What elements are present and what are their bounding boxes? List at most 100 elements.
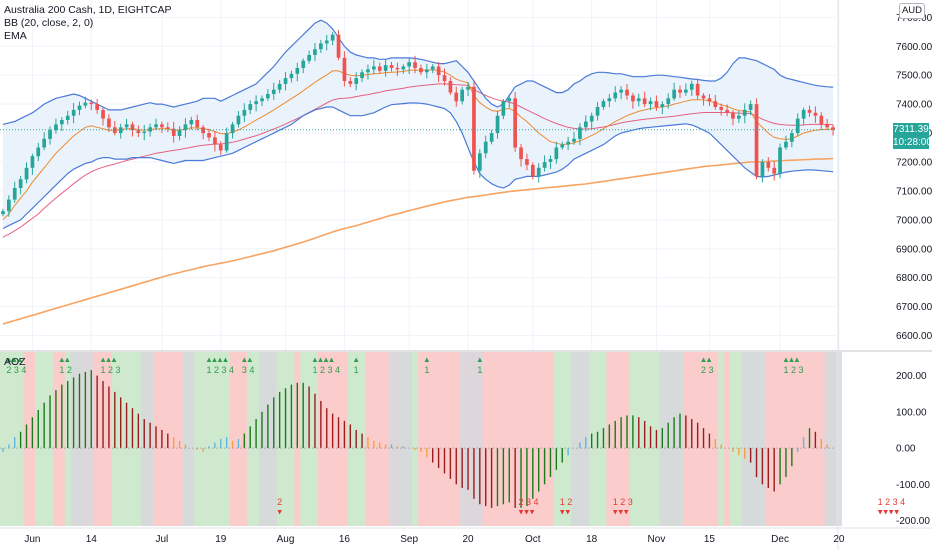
candle — [819, 112, 824, 130]
candle-body — [413, 62, 417, 68]
candle — [30, 153, 35, 175]
candle-body — [578, 127, 582, 139]
marker-up-triangle — [424, 357, 430, 362]
candle-body — [778, 147, 782, 174]
price-tick-label: 7500.00 — [896, 71, 932, 82]
candle-body — [7, 199, 11, 212]
candle-body — [819, 115, 824, 125]
candle-body — [183, 124, 188, 131]
candle-body — [513, 98, 517, 148]
zone-band — [529, 352, 537, 526]
candle — [607, 94, 612, 108]
time-tick-label: 16 — [339, 534, 351, 545]
zone-band — [176, 352, 183, 526]
time-tick-label: 15 — [704, 534, 716, 545]
candle — [578, 123, 582, 146]
time-tick-label: Jun — [24, 534, 40, 545]
marker-up-triangle — [353, 357, 359, 362]
candle-body — [489, 133, 494, 142]
candle — [766, 157, 771, 172]
candle — [701, 93, 706, 106]
time-tick-label: Dec — [771, 534, 789, 545]
candle-body — [324, 40, 329, 44]
zone-band — [494, 352, 501, 526]
candle-body — [436, 66, 441, 76]
candle — [236, 111, 241, 128]
candle-body — [695, 83, 700, 96]
zone-band-neutral — [824, 352, 842, 526]
candle — [548, 155, 553, 169]
marker-up-label: 1 2 — [59, 365, 72, 375]
marker-down-triangle — [888, 510, 894, 515]
candle-body — [207, 133, 211, 138]
oscillator-tick-label: 100.00 — [896, 407, 927, 418]
candle-body — [737, 115, 741, 119]
candle-body — [442, 75, 447, 81]
marker-down-triangle — [612, 510, 618, 515]
marker-up-triangle — [312, 357, 318, 362]
candle — [436, 61, 441, 83]
time-tick-label: 20 — [833, 534, 845, 545]
candle-body — [448, 81, 453, 93]
candle — [542, 155, 547, 172]
candle — [201, 124, 205, 140]
candle-body — [672, 89, 676, 99]
candle-body — [254, 101, 258, 105]
marker-up-triangle — [783, 357, 789, 362]
zone-band-neutral — [659, 352, 683, 526]
candle — [142, 124, 147, 141]
zone-band — [429, 352, 437, 526]
candle-body — [83, 102, 88, 106]
time-tick-label: Aug — [277, 534, 295, 545]
currency-badge[interactable]: AUD — [899, 3, 925, 19]
candle-body — [30, 156, 35, 168]
candle-body — [536, 167, 541, 177]
candle — [666, 93, 671, 109]
candle — [260, 95, 264, 107]
candle — [7, 195, 11, 217]
candle-body — [366, 69, 370, 73]
candle-body — [401, 66, 406, 70]
marker-down-label: 1 2 — [560, 497, 573, 507]
symbol-title: Australia 200 Cash, 1D, EIGHTCAP — [4, 4, 172, 16]
candle — [678, 85, 682, 99]
candle-body — [130, 124, 135, 131]
candle — [731, 110, 735, 126]
candle-body — [389, 65, 394, 68]
candle — [330, 32, 335, 46]
candle — [754, 98, 759, 180]
candle — [195, 114, 200, 131]
bollinger-band-fill — [2, 20, 834, 229]
candle-body — [354, 78, 359, 84]
candle-body — [295, 68, 300, 74]
zone-band — [724, 352, 731, 526]
candle-body — [478, 153, 482, 171]
candle-body — [65, 115, 70, 120]
current-price-value: 7311.39 — [893, 124, 929, 135]
candle-body — [171, 128, 176, 136]
candle-body — [519, 147, 523, 160]
candle-body — [77, 105, 82, 110]
candle-body — [195, 120, 200, 128]
candle — [566, 136, 570, 151]
candle-body — [377, 66, 382, 71]
candle — [501, 98, 506, 120]
candle — [513, 91, 517, 152]
candle-body — [731, 112, 735, 119]
candle-body — [813, 112, 818, 116]
candle — [778, 143, 782, 179]
bb-legend: BB (20, close, 2, 0) — [4, 17, 94, 29]
candle-body — [107, 118, 111, 128]
candle — [595, 101, 600, 121]
zone-band — [206, 352, 213, 526]
marker-up-triangle — [212, 357, 217, 362]
marker-up-triangle — [65, 357, 70, 362]
zone-band — [777, 352, 784, 526]
candle — [166, 122, 170, 133]
candle-body — [12, 188, 17, 200]
candle — [760, 159, 765, 183]
candle — [24, 162, 29, 184]
candle — [790, 129, 794, 148]
candle — [224, 127, 229, 153]
